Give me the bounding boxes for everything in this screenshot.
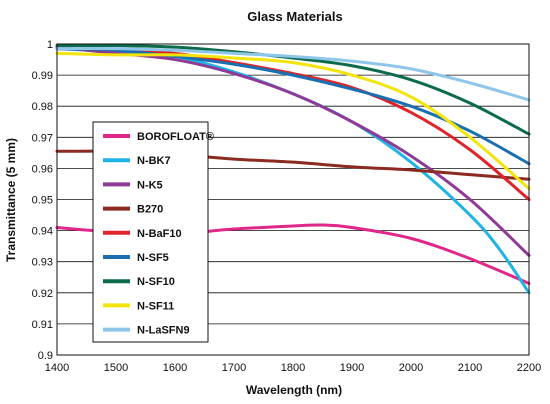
- y-tick-label: 0.93: [32, 257, 53, 269]
- y-tick-label: 0.95: [32, 195, 53, 207]
- chart-title: Glass Materials: [247, 9, 342, 24]
- legend-label-n-bk7: N-BK7: [137, 155, 171, 167]
- y-axis-label: Transmittance (5 mm): [4, 138, 18, 262]
- y-tick-label: 0.99: [32, 70, 53, 82]
- y-tick-label: 0.97: [32, 132, 53, 144]
- legend-label-borofloat: BOROFLOAT®: [137, 131, 214, 143]
- x-axis-label: Wavelength (nm): [246, 383, 342, 397]
- x-tick-label: 1900: [340, 362, 364, 374]
- x-tick-label: 1600: [163, 362, 187, 374]
- legend-label-n-k5: N-K5: [137, 179, 163, 191]
- y-tick-label: 0.96: [32, 163, 53, 175]
- legend-label-n-baf10: N-BaF10: [137, 228, 182, 240]
- legend-label-n-sf10: N-SF10: [137, 276, 175, 288]
- series-line-n-sf10: [55, 43, 531, 136]
- y-tick-label: 1: [47, 39, 53, 51]
- y-tick-label: 0.94: [32, 226, 53, 238]
- series-line-n-sf11: [55, 51, 531, 191]
- y-tick-label: 0.91: [32, 319, 53, 331]
- x-tick-label: 1700: [222, 362, 246, 374]
- y-tick-labels: 0.9 0.91 0.92 0.93 0.94 0.95 0.96 0.97 0.98 0.99 1: [32, 39, 53, 362]
- series-line-n-lasfn9: [55, 47, 531, 102]
- series-line-n-sf5: [55, 47, 531, 166]
- plot-frame: [56, 43, 530, 356]
- legend-label-b270: B270: [137, 204, 163, 216]
- y-tick-label: 0.98: [32, 101, 53, 113]
- x-tick-label: 1800: [281, 362, 305, 374]
- legend-label-n-lasfn9: N-LaSFN9: [137, 325, 190, 337]
- x-tick-labels: 1400 1500 1600 1700 1800 1900 2000 2100 2200: [45, 362, 541, 374]
- x-tick-label: 1400: [45, 362, 69, 374]
- legend-label-n-sf5: N-SF5: [137, 252, 169, 264]
- legend-label-n-sf11: N-SF11: [137, 300, 174, 312]
- x-tick-label: 2200: [517, 362, 541, 374]
- x-tick-label: 1500: [104, 362, 128, 374]
- x-tick-label: 2000: [399, 362, 423, 374]
- y-tick-label: 0.92: [32, 288, 53, 300]
- legend: BOROFLOAT® N-BK7 N-K5 B270 N-BaF10 N-SF5 N-SF1…: [92, 121, 214, 343]
- y-tick-label: 0.9: [38, 350, 53, 362]
- x-tick-label: 2100: [458, 362, 482, 374]
